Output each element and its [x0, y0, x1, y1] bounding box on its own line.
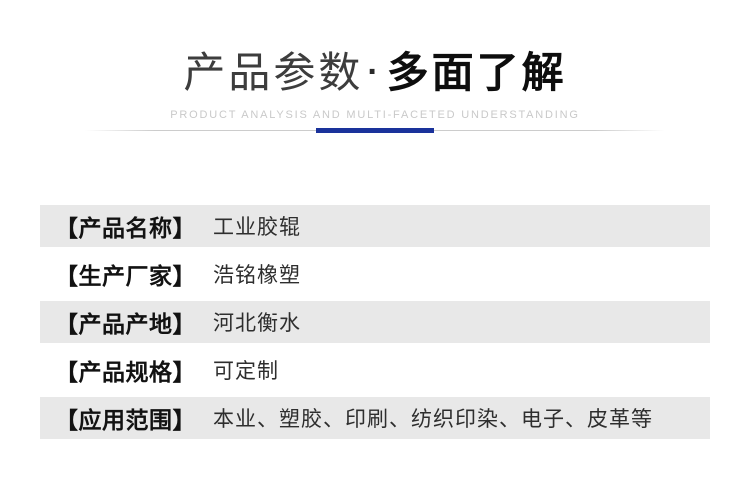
spec-table: 【产品名称】 工业胶辊 【生产厂家】 浩铭橡塑 【产品产地】 河北衡水 【产品规… — [40, 205, 710, 445]
spec-row-product-name: 【产品名称】 工业胶辊 — [40, 205, 710, 253]
spec-label: 【产品产地】 — [55, 311, 196, 337]
spec-label: 【产品名称】 — [55, 215, 196, 241]
spec-row-origin: 【产品产地】 河北衡水 — [40, 301, 710, 349]
spec-value: 浩铭橡塑 — [213, 264, 301, 287]
divider-accent-bar — [316, 128, 434, 133]
spec-row-manufacturer: 【生产厂家】 浩铭橡塑 — [40, 253, 710, 301]
section-title-bold: 多面了解 — [386, 49, 567, 96]
spec-value: 河北衡水 — [213, 312, 301, 335]
spec-label: 【产品规格】 — [55, 359, 196, 385]
section-title-light: 产品参数 — [183, 49, 364, 96]
spec-row-specification: 【产品规格】 可定制 — [40, 349, 710, 397]
spec-value: 工业胶辊 — [213, 216, 301, 239]
spec-value: 可定制 — [213, 360, 279, 383]
section-subtitle: PRODUCT ANALYSIS AND MULTI-FACETED UNDER… — [170, 109, 580, 121]
spec-value: 本业、塑胶、印刷、纺织印染、电子、皮革等 — [213, 408, 653, 431]
spec-label: 【生产厂家】 — [55, 263, 196, 289]
title-dot-separator: · — [367, 53, 379, 91]
spec-row-application-range: 【应用范围】 本业、塑胶、印刷、纺织印染、电子、皮革等 — [40, 397, 710, 445]
spec-label: 【应用范围】 — [55, 407, 196, 433]
section-title: 产品参数 · 多面了解 — [0, 46, 750, 99]
